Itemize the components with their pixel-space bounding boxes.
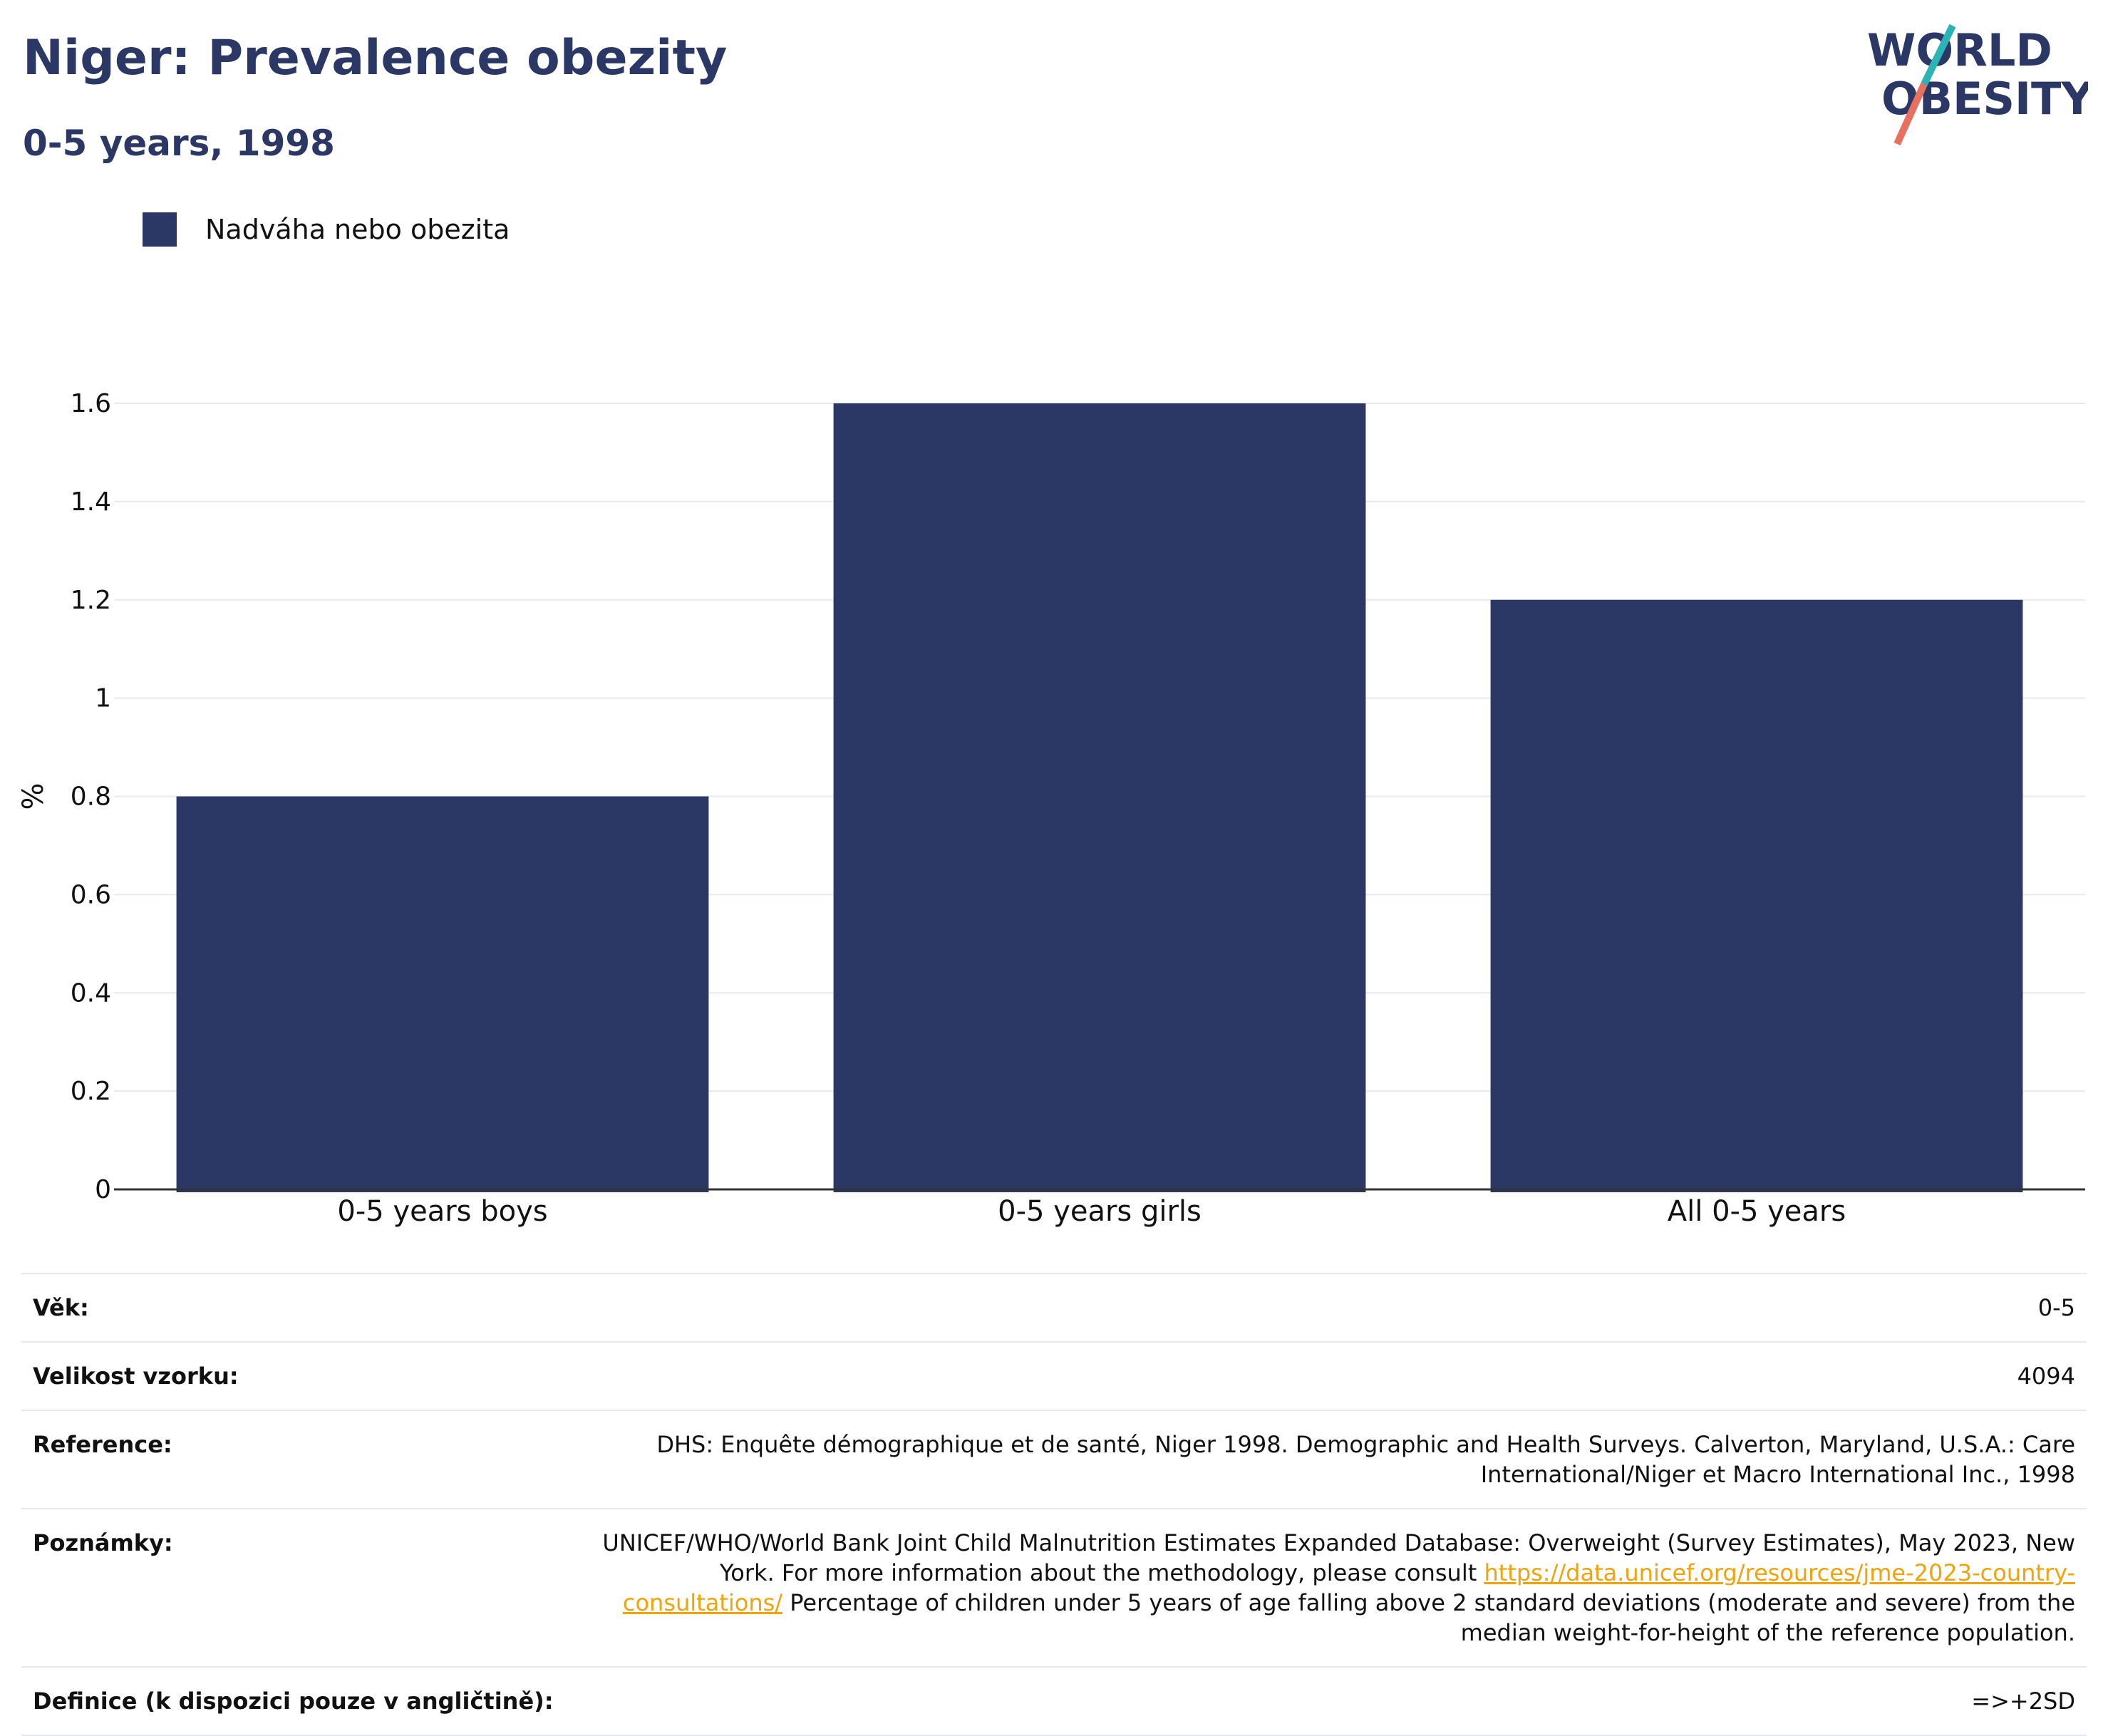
age-value: 0-5 <box>2037 1294 2075 1321</box>
logo-slash-teal <box>1921 24 1956 86</box>
y-tick-label: 0 <box>95 1175 111 1204</box>
info-row-reference: Reference: DHS: Enquête démographique et… <box>21 1410 2087 1509</box>
x-category-label: 0-5 years girls <box>998 1195 1202 1228</box>
y-tick-label: 1.2 <box>71 586 111 615</box>
info-table: Věk: 0-5 Velikost vzorku: 4094 Reference… <box>21 1273 2087 1736</box>
info-row-age: Věk: 0-5 <box>21 1273 2087 1342</box>
notes-value: UNICEF/WHO/World Bank Joint Child Malnut… <box>586 1509 2087 1667</box>
info-row-definition: Definice (k dispozici pouze v angličtině… <box>21 1667 2087 1735</box>
bar <box>833 403 1366 1192</box>
x-category-label: 0-5 years boys <box>337 1195 547 1228</box>
notes-text-part1: UNICEF/WHO/World Bank Joint Child Malnut… <box>602 1529 2075 1586</box>
x-category-label: All 0-5 years <box>1668 1195 1846 1228</box>
age-label: Věk: <box>33 1294 89 1321</box>
definition-value: =>+2SD <box>1971 1688 2075 1715</box>
y-axis-label: % <box>17 782 50 810</box>
bar-chart: 0 0.2 0.4 0.6 0.8 1 1.2 1.4 1.6 0-5 years boys 0-5… <box>17 389 2085 1228</box>
chart-title: Niger: Prevalence obezity <box>23 30 728 86</box>
y-tick-label: 0.4 <box>71 978 111 1008</box>
y-tick-label: 1.6 <box>71 389 111 418</box>
y-tick-label: 1 <box>95 684 111 713</box>
logo-line1: WORLD <box>1867 24 2052 76</box>
chart-subtitle: 0-5 years, 1998 <box>23 123 335 164</box>
bar <box>1490 599 2023 1192</box>
world-obesity-logo: WORLD OBESITY <box>1867 24 2088 146</box>
notes-text-part2: Percentage of children under 5 years of … <box>782 1589 2075 1646</box>
legend-label: Nadváha nebo obezita <box>205 214 510 245</box>
info-row-notes: Poznámky: UNICEF/WHO/World Bank Joint Ch… <box>21 1509 2087 1667</box>
reference-value: DHS: Enquête démographique et de santé, … <box>656 1431 2075 1488</box>
y-tick-label: 0.6 <box>71 880 111 909</box>
methodology-link[interactable]: https://data.unicef.org/resources/jme-20… <box>622 1559 2075 1616</box>
reference-label: Reference: <box>33 1431 172 1458</box>
y-tick-label: 0.2 <box>71 1077 111 1106</box>
info-row-sample: Velikost vzorku: 4094 <box>21 1342 2087 1410</box>
y-tick-label: 0.8 <box>71 782 111 812</box>
legend-swatch <box>143 212 177 247</box>
sample-size-value: 4094 <box>2017 1363 2075 1390</box>
sample-size-label: Velikost vzorku: <box>33 1363 239 1390</box>
notes-label: Poznámky: <box>33 1529 173 1556</box>
y-tick-label: 1.4 <box>71 487 111 517</box>
logo-slash-coral <box>1893 82 1928 146</box>
definition-label: Definice (k dispozici pouze v angličtině… <box>33 1688 554 1715</box>
legend[interactable]: Nadváha nebo obezita <box>143 212 510 247</box>
bar <box>176 796 709 1192</box>
